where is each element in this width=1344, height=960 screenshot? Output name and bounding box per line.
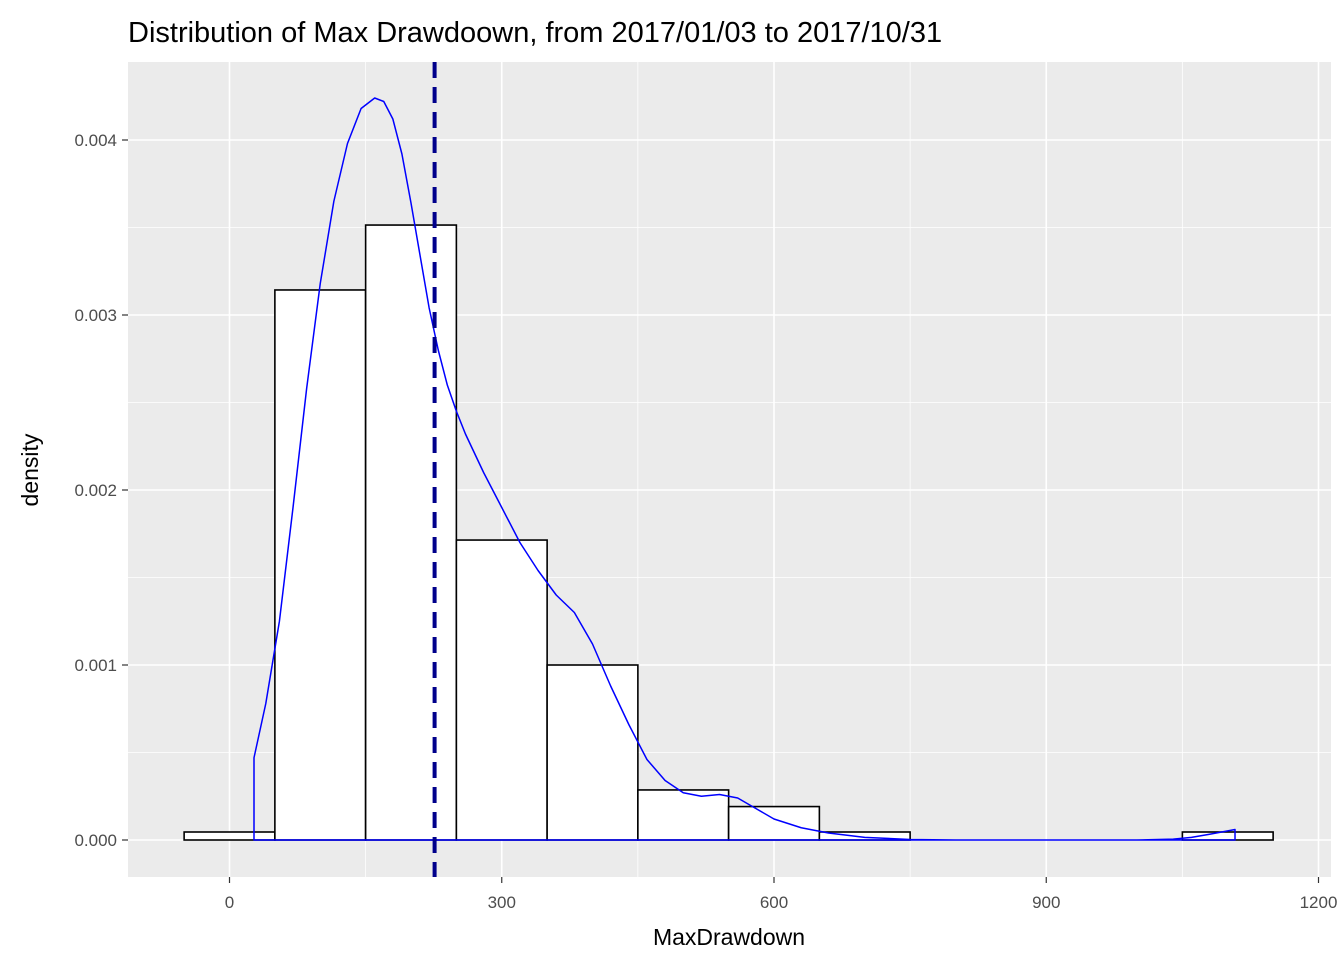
histogram-bar-6 [727, 805, 821, 841]
density-curve-group [253, 97, 1236, 841]
x-axis: 0 300 600 900 1200 [225, 877, 1338, 912]
histogram-bar-1 [274, 289, 367, 841]
histogram-bars [183, 224, 1274, 841]
y-tick-label: 0.000 [74, 831, 117, 850]
x-tick-label: 600 [760, 893, 788, 912]
x-tick-label: 300 [488, 893, 516, 912]
histogram-bar-3 [455, 539, 548, 841]
grid-minor [128, 62, 1331, 877]
density-curve [253, 97, 1236, 841]
histogram-bar-4 [546, 664, 639, 841]
histogram-bar-0 [183, 831, 276, 841]
histogram-bar-2 [364, 224, 458, 841]
x-tick-label: 1200 [1300, 893, 1338, 912]
y-tick-label: 0.003 [74, 306, 117, 325]
histogram-bar-5 [637, 789, 730, 841]
y-axis-title: density [17, 433, 43, 506]
x-tick-label: 900 [1032, 893, 1060, 912]
y-tick-label: 0.002 [74, 481, 117, 500]
y-tick-label: 0.001 [74, 656, 117, 675]
x-tick-label: 0 [225, 893, 234, 912]
y-axis: 0.000 0.001 0.002 0.003 0.004 [74, 131, 128, 850]
chart-title: Distribution of Max Drawdoown, from 2017… [128, 17, 942, 49]
x-axis-title: MaxDrawdown [653, 924, 805, 950]
y-tick-label: 0.004 [74, 131, 117, 150]
